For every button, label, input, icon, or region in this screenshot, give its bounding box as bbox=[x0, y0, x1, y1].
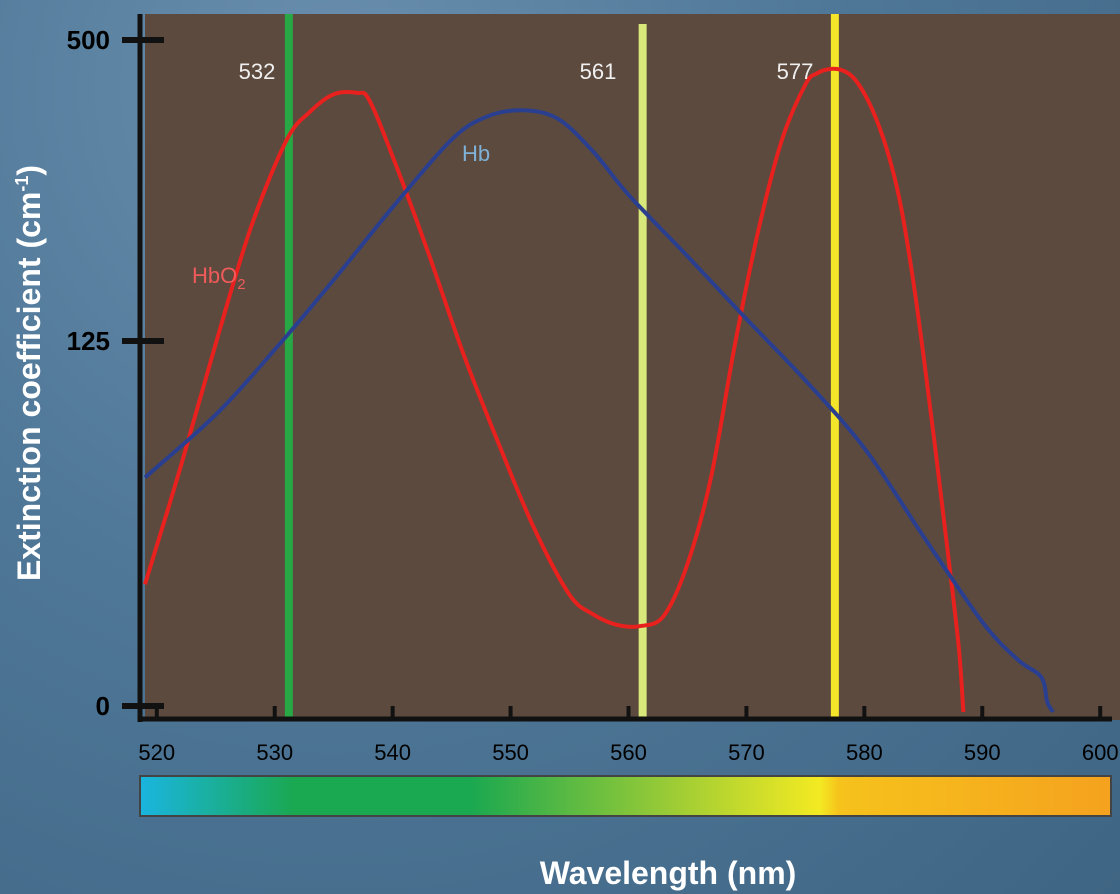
plot-area bbox=[145, 14, 1120, 720]
y-axis-title: Extinction coefficient (cm-1) bbox=[11, 165, 47, 581]
x-tick-label: 580 bbox=[846, 740, 883, 765]
x-tick-label: 530 bbox=[256, 740, 293, 765]
series-line-hb bbox=[143, 108, 1055, 714]
vline-label-577: 577 bbox=[777, 59, 814, 84]
x-tick-label: 590 bbox=[964, 740, 1001, 765]
vline-label-561: 561 bbox=[580, 59, 617, 84]
y-tick-label: 0 bbox=[96, 691, 110, 721]
x-tick-label: 540 bbox=[374, 740, 411, 765]
series-line-hbo2 bbox=[143, 66, 966, 713]
x-tick-label: 520 bbox=[138, 740, 175, 765]
x-tick-label: 570 bbox=[728, 740, 765, 765]
wavelength-colorbar bbox=[139, 775, 1112, 817]
x-tick-label: 550 bbox=[492, 740, 529, 765]
x-tick-label: 600 bbox=[1082, 740, 1119, 765]
y-tick-label: 125 bbox=[67, 326, 110, 356]
x-axis-title: Wavelength (nm) bbox=[540, 855, 797, 891]
vline-label-532: 532 bbox=[239, 59, 276, 84]
series-label-hbo2: HbO2 bbox=[192, 263, 246, 293]
x-tick-label: 560 bbox=[610, 740, 647, 765]
series-label-hb: Hb bbox=[462, 141, 490, 166]
y-tick-label: 500 bbox=[67, 25, 110, 55]
